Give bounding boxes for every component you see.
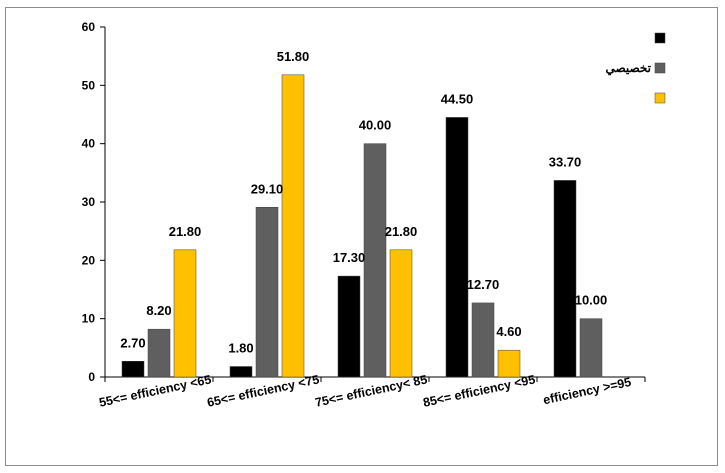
y-tick-label: 20	[82, 253, 96, 267]
legend-swatch	[654, 62, 666, 74]
data-label: 8.20	[146, 303, 171, 318]
y-tick-label: 60	[82, 20, 96, 34]
bar	[229, 366, 253, 378]
bars-group	[121, 74, 603, 378]
legend: تخصيصي	[605, 32, 666, 104]
legend-swatch	[654, 32, 666, 44]
bar	[337, 275, 361, 378]
data-label: 17.30	[333, 250, 366, 265]
x-category-label: 85<= efficiency <95	[422, 372, 537, 409]
bar	[471, 302, 495, 378]
data-label: 21.80	[169, 224, 202, 239]
y-tick-label: 0	[88, 370, 95, 384]
bar	[363, 143, 387, 378]
data-labels-group: 2.70 8.20 21.80 1.80 29.10 51.80 17.30 40.00 21.…	[120, 49, 607, 356]
bar	[445, 117, 469, 378]
data-label: 10.00	[575, 293, 608, 308]
bar	[389, 249, 413, 378]
x-category-label: 55<= efficiency <65	[98, 372, 213, 409]
x-category-label: efficiency >=95	[542, 375, 633, 407]
bar	[173, 249, 197, 378]
data-label: 51.80	[277, 49, 310, 64]
x-category-label: 75<= efficiency< 85	[314, 372, 429, 409]
bar	[497, 349, 521, 378]
data-label: 21.80	[385, 224, 418, 239]
bar	[121, 361, 145, 378]
bar	[579, 318, 603, 378]
data-label: 33.70	[549, 154, 582, 169]
legend-label: تخصيصي	[605, 61, 651, 76]
data-label: 44.50	[441, 91, 474, 106]
bar	[553, 180, 577, 378]
data-label: 4.60	[496, 324, 521, 339]
bar	[255, 207, 279, 378]
data-label: 1.80	[228, 341, 253, 356]
data-label: 40.00	[359, 118, 392, 133]
x-category-label: 65<= efficiency <75	[206, 372, 321, 409]
y-tick-label: 40	[82, 137, 96, 151]
y-tick-label: 50	[82, 78, 96, 92]
data-label: 29.10	[251, 181, 284, 196]
legend-swatch	[654, 92, 666, 104]
data-label: 2.70	[120, 335, 145, 350]
chart-frame	[5, 7, 718, 466]
bar	[281, 74, 305, 378]
data-label: 12.70	[467, 277, 500, 292]
bar	[147, 328, 171, 378]
y-tick-label: 30	[82, 195, 96, 209]
y-tick-label: 10	[82, 312, 96, 326]
